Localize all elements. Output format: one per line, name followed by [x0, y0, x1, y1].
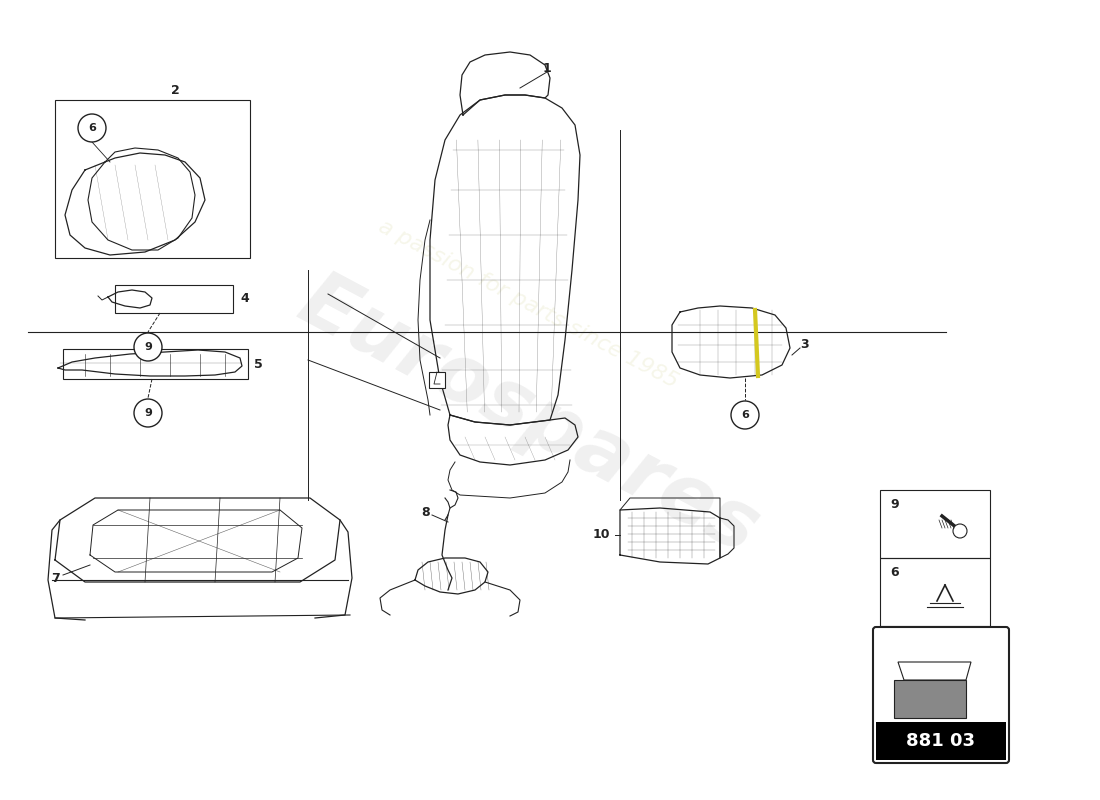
Bar: [63, 349, 248, 379]
Text: 881 03: 881 03: [906, 732, 976, 750]
Text: 2: 2: [170, 83, 179, 97]
Circle shape: [134, 333, 162, 361]
Circle shape: [732, 401, 759, 429]
Text: 4: 4: [241, 293, 250, 306]
Bar: [429, 372, 446, 388]
FancyBboxPatch shape: [873, 627, 1009, 763]
Text: 5: 5: [254, 358, 263, 370]
Text: 9: 9: [144, 408, 152, 418]
Circle shape: [78, 114, 106, 142]
Circle shape: [134, 399, 162, 427]
Circle shape: [953, 524, 967, 538]
Text: 1: 1: [542, 62, 551, 74]
Text: 9: 9: [890, 498, 899, 511]
Text: 7: 7: [52, 571, 60, 585]
Bar: [116, 285, 233, 313]
Text: a passion for parts since 1985: a passion for parts since 1985: [375, 216, 681, 392]
Bar: [880, 490, 990, 558]
Text: Eurospares: Eurospares: [285, 262, 771, 570]
Polygon shape: [898, 662, 971, 680]
Text: 9: 9: [144, 342, 152, 352]
Text: 6: 6: [88, 123, 96, 133]
Polygon shape: [894, 680, 966, 718]
Text: 8: 8: [421, 506, 430, 518]
Text: 3: 3: [800, 338, 808, 351]
Text: 6: 6: [741, 410, 749, 420]
Bar: [876, 722, 1006, 760]
Bar: [55, 100, 250, 258]
Bar: [880, 558, 990, 626]
Text: 6: 6: [890, 566, 899, 579]
Text: 10: 10: [593, 529, 611, 542]
